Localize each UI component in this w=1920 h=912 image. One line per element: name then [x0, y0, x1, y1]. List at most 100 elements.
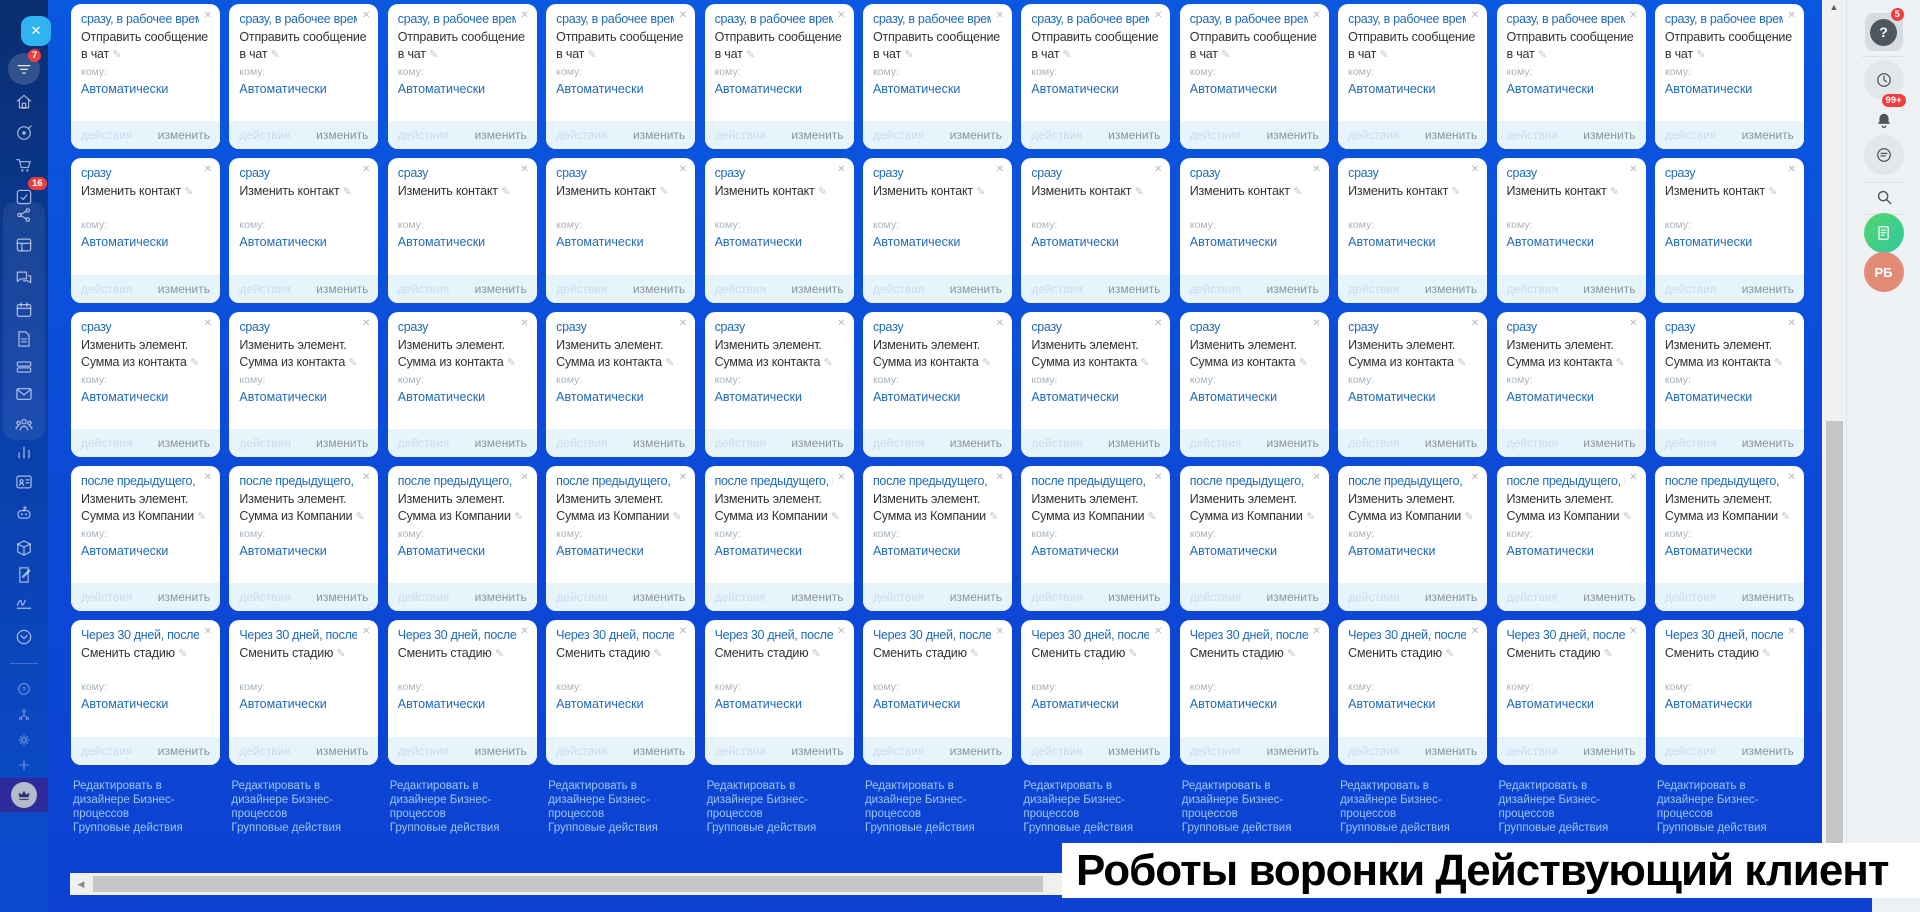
tasks-widget-button[interactable] [1863, 213, 1904, 253]
edit-button[interactable]: изменить [791, 128, 844, 142]
actions-button[interactable]: действия [1189, 436, 1242, 450]
actions-button[interactable]: действия [81, 590, 133, 604]
responsible-link[interactable]: Автоматически [714, 544, 802, 558]
edit-button[interactable]: изменить [1266, 282, 1319, 296]
pencil-icon[interactable]: ✎ [1451, 186, 1461, 198]
responsible-link[interactable]: Автоматически [239, 390, 327, 404]
robot-condition-link[interactable]: Через 30 дней, после ... [239, 628, 358, 642]
pencil-icon[interactable]: ✎ [178, 648, 188, 660]
robot-condition-link[interactable]: Через 30 дней, после ... [714, 628, 833, 642]
robot-condition-link[interactable]: после предыдущего, п... [714, 474, 833, 488]
robot-condition-link[interactable]: после предыдущего, п... [1506, 474, 1625, 488]
edit-button[interactable]: изменить [316, 128, 369, 142]
pencil-icon[interactable]: ✎ [336, 648, 346, 660]
robot-condition-link[interactable]: сразу [1031, 166, 1062, 180]
edit-button[interactable]: изменить [1108, 128, 1161, 142]
robot-condition-link[interactable]: Через 30 дней, после ... [1031, 628, 1150, 642]
card-close-icon[interactable]: ✕ [1629, 10, 1638, 21]
responsible-link[interactable]: Автоматически [397, 235, 486, 249]
actions-button[interactable]: действия [872, 282, 925, 296]
edit-button[interactable]: изменить [1583, 282, 1636, 296]
card-close-icon[interactable]: ✕ [678, 318, 688, 329]
pencil-icon[interactable]: ✎ [197, 511, 207, 523]
sidebar-item-mail[interactable] [8, 378, 40, 410]
robot-condition-link[interactable]: сразу, в рабочее врем... [556, 12, 674, 26]
robot-condition-link[interactable]: сразу, в рабочее врем... [1506, 12, 1625, 26]
edit-in-designer-link[interactable]: Редактировать в дизайнере Бизнес-процесс… [73, 780, 175, 820]
responsible-link[interactable]: Автоматически [239, 697, 327, 711]
actions-button[interactable]: действия [1506, 590, 1558, 604]
edit-in-designer-link[interactable]: Редактировать в дизайнере Бизнес-процесс… [1023, 780, 1125, 820]
robot-condition-link[interactable]: сразу [1664, 166, 1696, 180]
edit-button[interactable]: изменить [474, 744, 527, 758]
pencil-icon[interactable]: ✎ [817, 186, 827, 198]
responsible-link[interactable]: Автоматически [556, 697, 644, 711]
group-actions-link[interactable]: Групповые действия [864, 822, 975, 834]
actions-button[interactable]: действия [81, 436, 133, 450]
card-close-icon[interactable]: ✕ [1312, 472, 1321, 483]
edit-in-designer-link[interactable]: Редактировать в дизайнере Бизнес-процесс… [706, 780, 809, 820]
pencil-icon[interactable]: ✎ [981, 357, 991, 369]
responsible-link[interactable]: Автоматически [1664, 82, 1753, 96]
robot-condition-link[interactable]: сразу, в рабочее врем... [239, 12, 357, 26]
card-close-icon[interactable]: ✕ [362, 318, 371, 329]
sidebar-item-funnel[interactable]: 7 [8, 49, 42, 85]
responsible-link[interactable]: Автоматически [872, 697, 961, 711]
actions-button[interactable]: действия [81, 128, 133, 142]
card-close-icon[interactable]: ✕ [520, 626, 529, 637]
actions-button[interactable]: действия [1189, 590, 1242, 604]
collapse-menu-button[interactable]: ✕ [21, 16, 51, 46]
responsible-link[interactable]: Автоматически [1664, 544, 1753, 558]
robot-condition-link[interactable]: сразу [81, 320, 112, 334]
card-close-icon[interactable]: ✕ [1629, 318, 1638, 329]
robot-condition-link[interactable]: сразу [1348, 320, 1379, 334]
robot-condition-link[interactable]: сразу, в рабочее врем... [1348, 12, 1466, 26]
search-button[interactable] [1864, 177, 1904, 217]
edit-in-designer-link[interactable]: Редактировать в дизайнере Бизнес-процесс… [1181, 780, 1284, 820]
responsible-link[interactable]: Автоматически [714, 697, 802, 711]
sidebar-item-chat[interactable] [8, 262, 40, 294]
group-actions-link[interactable]: Групповые действия [1498, 822, 1609, 834]
pencil-icon[interactable]: ✎ [1134, 186, 1144, 198]
edit-button[interactable]: изменить [1583, 744, 1636, 758]
robot-condition-link[interactable]: сразу [556, 320, 587, 334]
pencil-icon[interactable]: ✎ [184, 186, 194, 198]
pencil-icon[interactable]: ✎ [514, 511, 524, 523]
responsible-link[interactable]: Автоматически [397, 390, 486, 404]
card-close-icon[interactable]: ✕ [995, 164, 1004, 175]
scroll-up-icon[interactable]: ▲ [1829, 2, 1839, 12]
responsible-link[interactable]: Автоматически [1506, 390, 1594, 404]
responsible-link[interactable]: Автоматически [714, 390, 802, 404]
edit-button[interactable]: изменить [791, 436, 844, 450]
responsible-link[interactable]: Автоматически [1664, 697, 1753, 711]
sidebar-item-drive[interactable] [8, 351, 40, 383]
group-actions-link[interactable]: Групповые действия [706, 822, 817, 834]
edit-button[interactable]: изменить [632, 744, 686, 758]
actions-button[interactable]: действия [397, 282, 450, 296]
actions-button[interactable]: действия [1189, 128, 1242, 142]
actions-button[interactable]: действия [81, 282, 133, 296]
responsible-link[interactable]: Автоматически [1664, 390, 1753, 404]
edit-button[interactable]: изменить [791, 282, 844, 296]
edit-button[interactable]: изменить [1108, 436, 1161, 450]
robot-condition-link[interactable]: Через 30 дней, после ... [1189, 628, 1308, 642]
robot-condition-link[interactable]: сразу [397, 166, 429, 180]
actions-button[interactable]: действия [397, 744, 450, 758]
edit-button[interactable]: изменить [316, 436, 369, 450]
robot-condition-link[interactable]: сразу [1506, 320, 1538, 334]
responsible-link[interactable]: Автоматически [1348, 235, 1436, 249]
card-close-icon[interactable]: ✕ [837, 626, 846, 637]
card-close-icon[interactable]: ✕ [1312, 10, 1321, 21]
responsible-link[interactable]: Автоматически [239, 235, 327, 249]
edit-in-designer-link[interactable]: Редактировать в дизайнере Бизнес-процесс… [548, 780, 650, 820]
card-close-icon[interactable]: ✕ [1153, 318, 1163, 329]
pencil-icon[interactable]: ✎ [1768, 186, 1778, 198]
actions-button[interactable]: действия [556, 436, 608, 450]
pencil-icon[interactable]: ✎ [1622, 511, 1632, 523]
edit-button[interactable]: изменить [474, 590, 527, 604]
card-close-icon[interactable]: ✕ [520, 318, 529, 329]
actions-button[interactable]: действия [872, 128, 925, 142]
card-close-icon[interactable]: ✕ [362, 10, 371, 21]
sidebar-item-calendar[interactable] [8, 294, 40, 326]
card-close-icon[interactable]: ✕ [203, 10, 212, 21]
